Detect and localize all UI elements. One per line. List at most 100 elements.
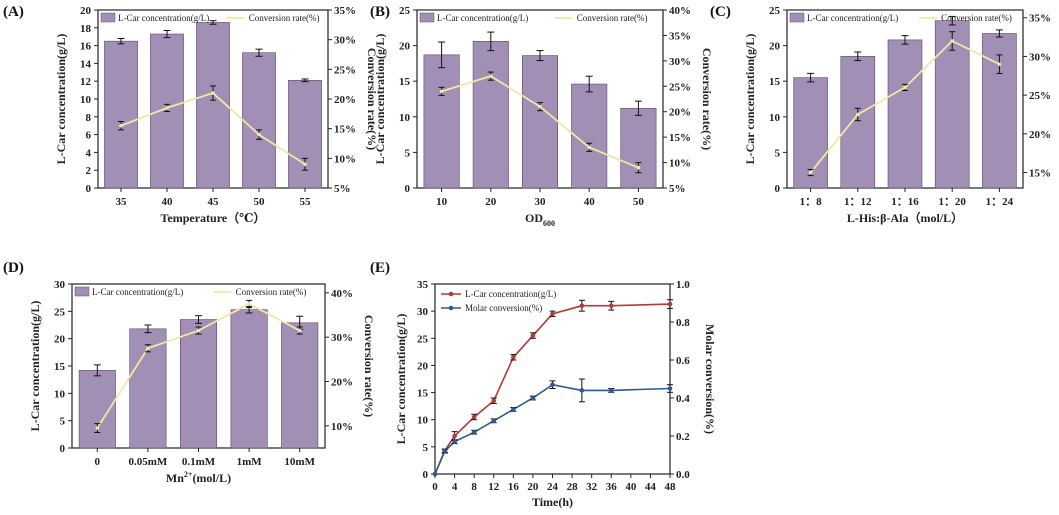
series-point [491, 418, 497, 424]
y2-tick-label: 15% [669, 132, 691, 144]
y2-tick-label: 10% [331, 421, 353, 433]
panel-label-d: (D) [3, 260, 24, 276]
y-tick-label: 25 [417, 333, 429, 345]
x-axis-label: Time(h) [532, 495, 573, 509]
y-tick-label: 20 [80, 5, 92, 17]
x-tick-label: 30 [535, 196, 547, 208]
chart-mn2-concentration: 0 5 10 15 20 25 30 10% 20% 30% 40% 0 0.05mM 0.1mM 1mM 1… [28, 279, 376, 485]
y2-tick-label: 20% [331, 377, 353, 389]
y-tick-label: 0 [405, 183, 411, 195]
y-tick-label: 30 [417, 306, 429, 318]
y-tick-label: 25 [769, 5, 781, 17]
series-point [667, 386, 673, 391]
y-tick-label: 10 [54, 388, 66, 400]
bar [887, 39, 923, 189]
bar [840, 55, 876, 189]
x-tick-label: 4 [452, 481, 458, 493]
y-axis-label: L-Car concentration(g/L) [394, 314, 408, 445]
y2-tick-label: 35% [669, 30, 691, 42]
y-tick-label: 0 [60, 443, 66, 455]
conversion-point [439, 89, 444, 94]
series-point [442, 448, 448, 454]
series-point [608, 388, 614, 393]
conversion-point [587, 145, 591, 150]
y2-tick-label: 5% [334, 183, 351, 195]
y-tick-label: 0 [775, 183, 781, 195]
x-tick-label: 1：24 [986, 196, 1014, 208]
panel-label-a: (A) [3, 4, 24, 20]
legend-marker-1 [448, 291, 454, 297]
series-point [432, 471, 438, 477]
legend-line-label: Conversion rate(%) [249, 13, 320, 23]
x-tick-label: 1：16 [891, 196, 919, 208]
x-tick-label: 48 [665, 481, 677, 493]
legend-label-2: Molar conversion(%) [465, 303, 542, 313]
conversion-point [257, 132, 261, 137]
y-tick-label: 4 [86, 147, 92, 159]
y-tick-label: 10 [399, 112, 411, 124]
series-point [608, 303, 614, 309]
y2-tick-label: 0.2 [676, 431, 690, 443]
y-tick-label: 14 [80, 58, 92, 70]
y-tick-label: 5 [405, 147, 411, 159]
y2-axis-label: Conversion rate(%) [362, 315, 376, 417]
x-tick-label: 0 [95, 456, 101, 468]
legend-marker-2 [448, 305, 454, 311]
conversion-point [165, 106, 169, 110]
y2-tick-label: 0.0 [676, 469, 690, 481]
y-tick-label: 5 [775, 147, 781, 159]
y2-tick-label: 35% [1029, 13, 1051, 25]
conversion-point [808, 170, 813, 175]
series-point [511, 407, 516, 412]
series-line-2 [434, 383, 671, 475]
y-axis-label: L-Car concentration(g/L) [28, 301, 42, 432]
series-point [579, 388, 585, 393]
y2-axis-label: Molar conversion(%) [703, 324, 717, 434]
legend-bar-swatch [74, 286, 90, 297]
conversion-point [997, 62, 1002, 66]
bar [288, 80, 322, 189]
x-tick-label: 8 [471, 481, 477, 493]
y-tick-label: 8 [86, 112, 92, 124]
x-tick-label: 24 [547, 481, 559, 493]
conversion-point [856, 112, 860, 117]
x-tick-label: 45 [208, 196, 220, 208]
y2-tick-label: 30% [669, 56, 691, 68]
y-tick-label: 15 [399, 76, 411, 88]
y-tick-label: 30 [54, 279, 66, 291]
x-tick-label: 40 [584, 196, 596, 208]
x-tick-label: 0 [432, 481, 438, 493]
y2-tick-label: 35% [334, 5, 356, 17]
legend-label-1: L-Car concentration(g/L) [465, 289, 556, 299]
y-tick-label: 0 [86, 183, 92, 195]
legend-line-label: Conversion rate(%) [577, 13, 648, 23]
y-tick-label: 12 [80, 76, 92, 88]
y2-tick-label: 0.8 [676, 317, 690, 329]
y2-tick-label: 10% [334, 153, 356, 165]
x-tick-label: 10 [436, 196, 448, 208]
chart-od600: 0 5 10 15 20 25 5% 10% 15% 20% 25% 30% 35% 40% 10 20 30 4… [373, 5, 714, 228]
series-point [452, 433, 457, 439]
chart-time-course: 0 4 8 12 16 20 24 28 32 36 40 44 48051015202530350.0… [394, 279, 717, 509]
y-tick-label: 20 [54, 334, 66, 346]
panel-label-e: (E) [370, 260, 390, 276]
x-tick-label: 40 [625, 481, 637, 493]
y2-tick-label: 15% [334, 124, 356, 136]
y-tick-label: 15 [54, 361, 66, 373]
legend-bar-label: L-Car concentration(g/L) [92, 287, 183, 297]
conversion-point [538, 104, 542, 109]
y-tick-label: 10 [80, 94, 92, 106]
bar [521, 55, 559, 189]
y-axis-label: L-Car concentration(g/L) [743, 34, 757, 165]
legend-line-label: Conversion rate(%) [236, 287, 307, 297]
x-tick-label: 35 [116, 196, 128, 208]
conversion-point [211, 91, 215, 95]
x-tick-label: 20 [527, 481, 539, 493]
conversion-point [636, 165, 641, 170]
legend-bar-label: L-Car concentration(g/L) [437, 13, 528, 23]
y-tick-label: 10 [417, 415, 429, 427]
x-tick-label: 1：8 [800, 196, 822, 208]
series-point [550, 311, 555, 317]
y-tick-label: 20 [399, 41, 411, 53]
y-axis-label: L-Car concentration(g/L) [373, 34, 387, 165]
